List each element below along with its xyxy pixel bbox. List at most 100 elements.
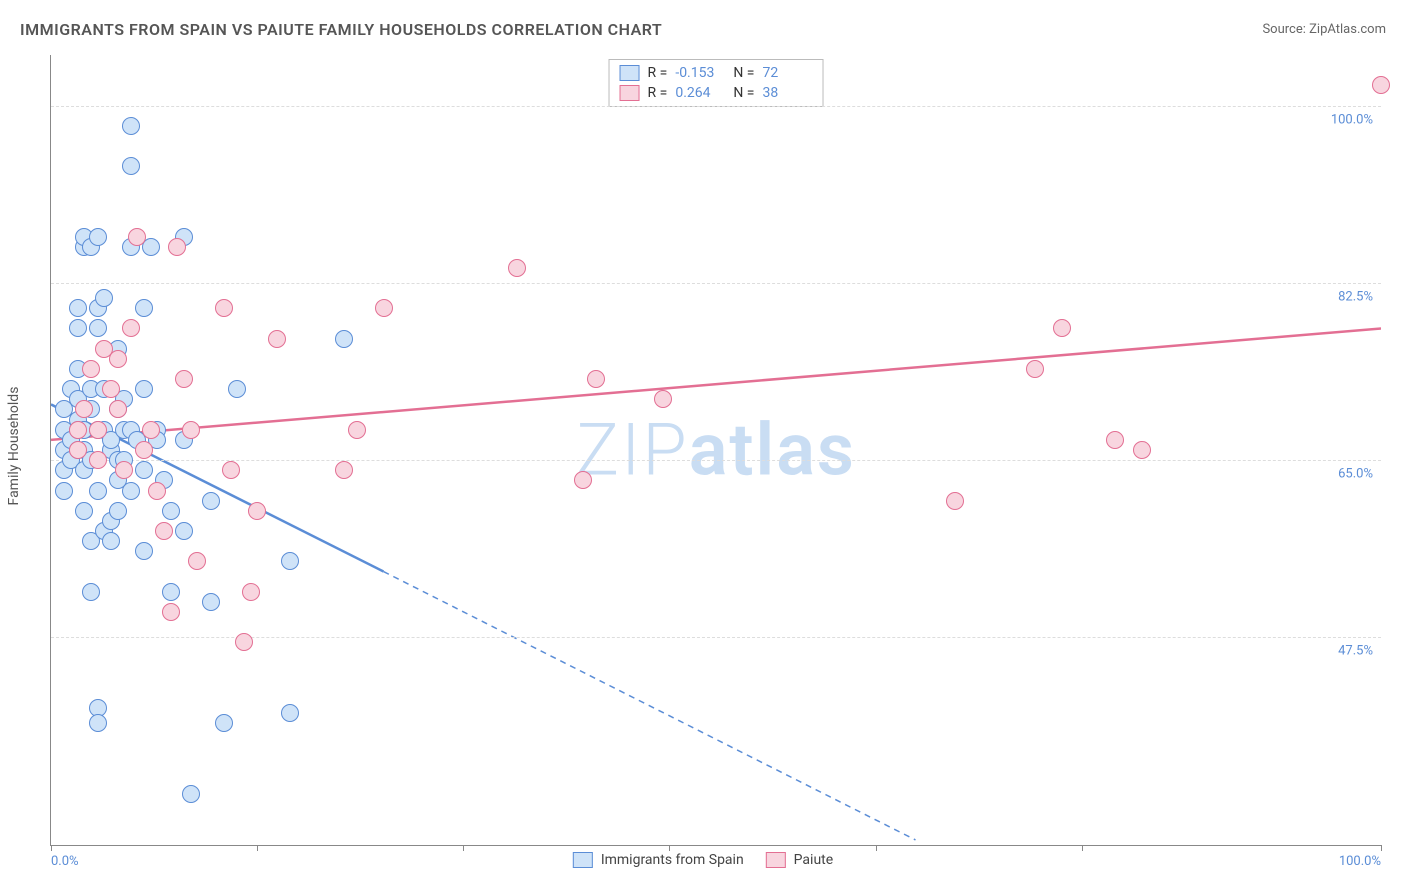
correlation-legend: R =-0.153N =72R =0.264N =38 (609, 59, 824, 107)
grid-line (51, 106, 1381, 107)
data-point-spain (55, 482, 73, 500)
data-point-paiute (155, 522, 173, 540)
data-point-paiute (242, 583, 260, 601)
data-point-spain (109, 502, 127, 520)
r-label: R = (648, 65, 668, 81)
data-point-paiute (1133, 441, 1151, 459)
y-tick-label: 65.0% (1336, 467, 1375, 482)
data-point-spain (102, 532, 120, 550)
legend-label: Immigrants from Spain (601, 852, 744, 868)
x-tick (51, 845, 52, 851)
legend-label: Paiute (794, 852, 834, 868)
data-point-spain (89, 714, 107, 732)
legend-swatch (573, 852, 593, 868)
x-tick-label: 100.0% (1339, 854, 1381, 869)
grid-line (51, 283, 1381, 284)
data-point-paiute (122, 319, 140, 337)
data-point-paiute (574, 471, 592, 489)
data-point-paiute (89, 421, 107, 439)
legend-item-paiute: Paiute (766, 852, 834, 868)
data-point-spain (135, 380, 153, 398)
data-point-spain (281, 552, 299, 570)
legend-swatch (620, 85, 640, 101)
source-link[interactable]: ZipAtlas.com (1309, 22, 1386, 37)
series-legend: Immigrants from Spain Paiute (573, 849, 833, 871)
data-point-paiute (235, 633, 253, 651)
data-point-spain (122, 157, 140, 175)
data-point-spain (162, 583, 180, 601)
plot-area: ZIPatlas R =-0.153N =72R =0.264N =38 47.… (50, 55, 1381, 846)
data-point-paiute (1053, 319, 1071, 337)
data-point-paiute (75, 400, 93, 418)
data-point-spain (135, 299, 153, 317)
data-point-paiute (946, 492, 964, 510)
data-point-spain (202, 492, 220, 510)
data-point-spain (122, 117, 140, 135)
data-point-paiute (1106, 431, 1124, 449)
data-point-paiute (587, 370, 605, 388)
watermark: ZIPatlas (576, 408, 856, 493)
data-point-spain (175, 522, 193, 540)
legend-item-spain: Immigrants from Spain (573, 852, 744, 868)
data-point-spain (182, 785, 200, 803)
r-value: 0.264 (675, 85, 725, 101)
data-point-paiute (268, 330, 286, 348)
data-point-spain (69, 299, 87, 317)
data-point-spain (135, 461, 153, 479)
y-tick-label: 47.5% (1336, 644, 1375, 659)
data-point-paiute (222, 461, 240, 479)
data-point-spain (215, 714, 233, 732)
data-point-paiute (142, 421, 160, 439)
data-point-spain (162, 502, 180, 520)
data-point-paiute (162, 603, 180, 621)
data-point-paiute (335, 461, 353, 479)
data-point-paiute (115, 461, 133, 479)
data-point-paiute (248, 502, 266, 520)
chart-title: IMMIGRANTS FROM SPAIN VS PAIUTE FAMILY H… (20, 20, 662, 39)
data-point-paiute (654, 390, 672, 408)
source-attribution: Source: ZipAtlas.com (1262, 22, 1386, 37)
data-point-spain (89, 482, 107, 500)
legend-stat-row-paiute: R =0.264N =38 (610, 83, 823, 103)
data-point-spain (202, 593, 220, 611)
x-tick (1381, 845, 1382, 851)
data-point-paiute (215, 299, 233, 317)
y-tick-label: 100.0% (1329, 112, 1375, 127)
data-point-paiute (175, 370, 193, 388)
n-label: N = (733, 85, 754, 101)
legend-swatch (620, 65, 640, 81)
data-point-paiute (109, 350, 127, 368)
grid-line (51, 460, 1381, 461)
data-point-paiute (135, 441, 153, 459)
data-point-paiute (188, 552, 206, 570)
x-tick (257, 845, 258, 851)
source-label: Source: (1262, 22, 1305, 37)
n-value: 38 (762, 85, 812, 101)
data-point-paiute (1026, 360, 1044, 378)
data-point-spain (89, 228, 107, 246)
trend-lines (51, 55, 1381, 845)
data-point-paiute (348, 421, 366, 439)
legend-stat-row-spain: R =-0.153N =72 (610, 63, 823, 83)
data-point-spain (281, 704, 299, 722)
data-point-spain (122, 482, 140, 500)
n-value: 72 (762, 65, 812, 81)
data-point-paiute (148, 482, 166, 500)
data-point-spain (82, 583, 100, 601)
data-point-paiute (375, 299, 393, 317)
r-value: -0.153 (675, 65, 725, 81)
data-point-paiute (508, 259, 526, 277)
y-axis-title: Family Households (6, 387, 22, 506)
data-point-spain (135, 542, 153, 560)
x-tick (463, 845, 464, 851)
data-point-spain (69, 319, 87, 337)
x-tick (1082, 845, 1083, 851)
data-point-paiute (168, 238, 186, 256)
data-point-spain (95, 289, 113, 307)
data-point-paiute (69, 441, 87, 459)
data-point-paiute (69, 421, 87, 439)
data-point-spain (335, 330, 353, 348)
data-point-paiute (82, 360, 100, 378)
data-point-paiute (89, 451, 107, 469)
x-tick-label: 0.0% (51, 854, 79, 869)
